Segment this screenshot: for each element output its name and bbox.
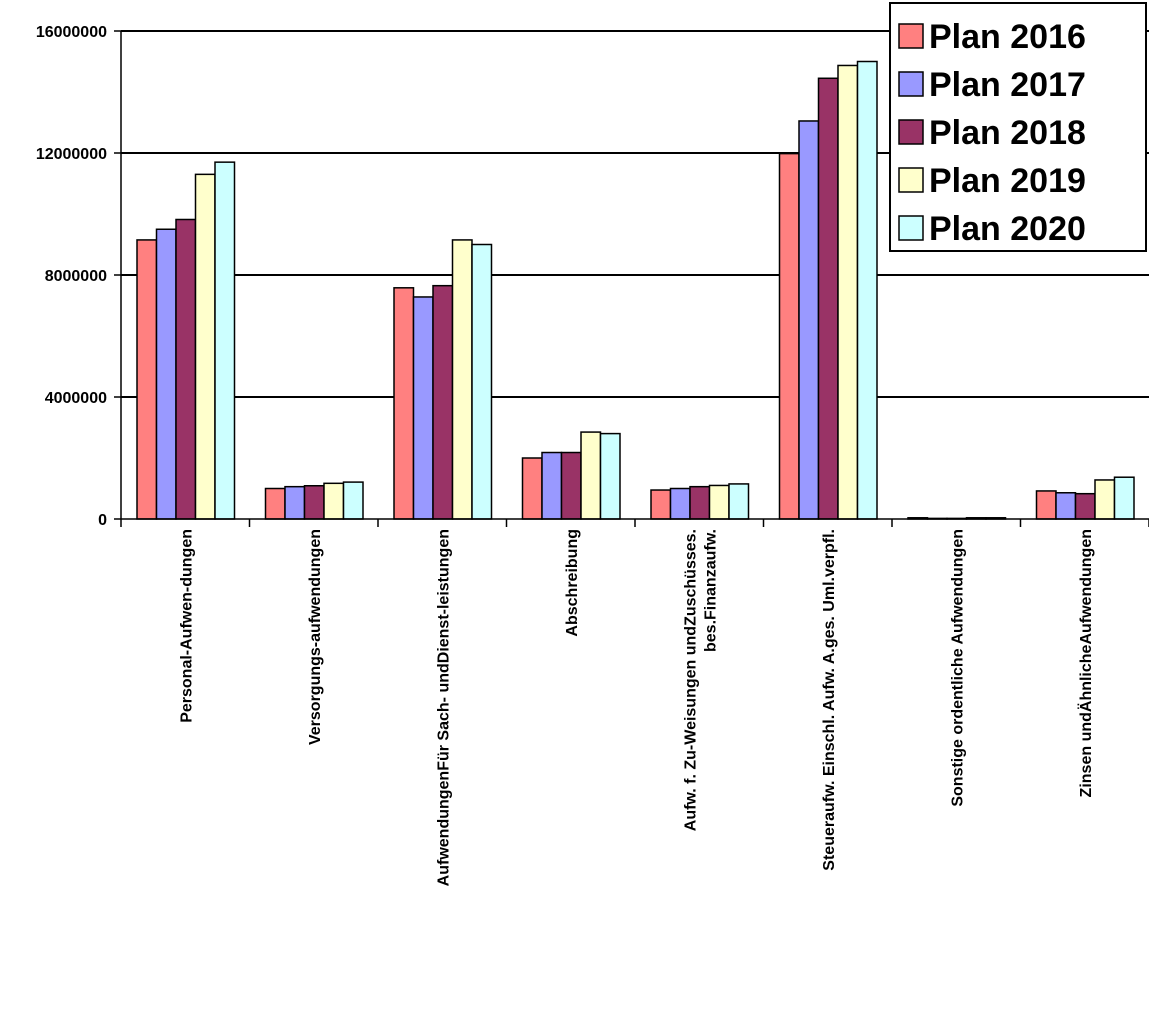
bar: [264, 487, 286, 520]
bar: [728, 483, 750, 520]
legend: Plan 2016 Plan 2017 Plan 2018 Plan 2019 Plan…: [889, 2, 1147, 252]
bar: [560, 451, 582, 520]
bar: [521, 457, 543, 520]
x-category-label-line: Aufw. f. Zu-Weisungen undZuschüsses.: [682, 529, 699, 831]
bar: [689, 485, 711, 520]
bar: [669, 487, 691, 520]
bar: [798, 120, 820, 520]
x-category-label: Versorgungs-aufwendungen: [307, 529, 324, 745]
bar: [599, 432, 621, 520]
bar: [1094, 479, 1116, 520]
bar: [778, 152, 800, 520]
bar: [303, 485, 325, 520]
legend-label: Plan 2019: [929, 162, 1086, 200]
y-tick-label: 4000000: [45, 390, 107, 407]
bar: [136, 239, 158, 520]
y-tick-label: 16000000: [36, 24, 107, 41]
x-category-label-line: Abschreibung: [564, 529, 581, 637]
bar: [471, 243, 493, 520]
y-axis-tick-labels: 0 4000000 8000000 12000000 16000000: [36, 24, 107, 529]
bar: [817, 77, 839, 520]
bar: [1113, 476, 1135, 520]
bar: [541, 451, 563, 520]
legend-label: Plan 2018: [929, 114, 1086, 152]
x-category-label: Steueraufw. Einschl. Aufw. A.ges. Uml.ve…: [821, 529, 838, 871]
bar: [194, 173, 216, 520]
legend-label: Plan 2016: [929, 18, 1086, 56]
axes: [114, 30, 1149, 527]
bar: [1035, 490, 1057, 520]
legend-swatch: [898, 71, 924, 97]
x-category-label-line: bes.Finanzaufw.: [702, 529, 719, 652]
x-category-label: Zinsen undÄhnlicheAufwendungen: [1077, 529, 1095, 797]
bar: [1055, 492, 1077, 520]
bars: [136, 60, 1135, 520]
x-category-label: Aufw. f. Zu-Weisungen undZuschüsses. bes.…: [682, 529, 719, 831]
bar: [214, 161, 236, 520]
legend-label: Plan 2020: [929, 210, 1086, 248]
x-category-label-line: Sonstige ordentliche Aufwendungen: [949, 529, 966, 807]
y-tick-label: 8000000: [45, 268, 107, 285]
y-tick-label: 0: [98, 512, 107, 529]
x-category-label-line: Zinsen undÄhnlicheAufwendungen: [1077, 529, 1095, 797]
x-category-label: Sonstige ordentliche Aufwendungen: [949, 529, 966, 807]
y-tick-label: 12000000: [36, 146, 107, 163]
bar: [175, 218, 197, 520]
legend-swatch: [898, 119, 924, 145]
legend-box: [889, 2, 1147, 252]
x-category-label: AufwendungenFür Sach- undDienst-leistung…: [435, 529, 452, 886]
bar: [856, 60, 878, 520]
legend-label: Plan 2017: [929, 66, 1086, 104]
bar: [284, 485, 306, 520]
legend-swatch: [898, 215, 924, 241]
x-category-label-line: Versorgungs-aufwendungen: [307, 529, 324, 745]
bar: [393, 287, 415, 520]
bar: [650, 489, 672, 520]
bar: [155, 228, 177, 520]
bar: [323, 482, 345, 520]
legend-swatch: [898, 167, 924, 193]
x-axis-category-labels: Personal-Aufwen-dungen Versorgungs-aufwen…: [178, 529, 1095, 886]
bar: [451, 239, 473, 520]
bar: [580, 431, 602, 520]
bar: [412, 296, 434, 520]
x-category-label-line: Steueraufw. Einschl. Aufw. A.ges. Uml.ve…: [821, 529, 838, 871]
x-category-label: Personal-Aufwen-dungen: [178, 529, 195, 723]
legend-swatch: [898, 23, 924, 49]
bar: [708, 484, 730, 520]
bar: [432, 284, 454, 520]
x-category-label: Abschreibung: [564, 529, 581, 637]
bar: [837, 64, 859, 520]
bar: [1074, 492, 1096, 520]
x-category-label-line: Personal-Aufwen-dungen: [178, 529, 195, 723]
x-category-label-line: AufwendungenFür Sach- undDienst-leistung…: [435, 529, 452, 886]
bar: [342, 481, 364, 520]
